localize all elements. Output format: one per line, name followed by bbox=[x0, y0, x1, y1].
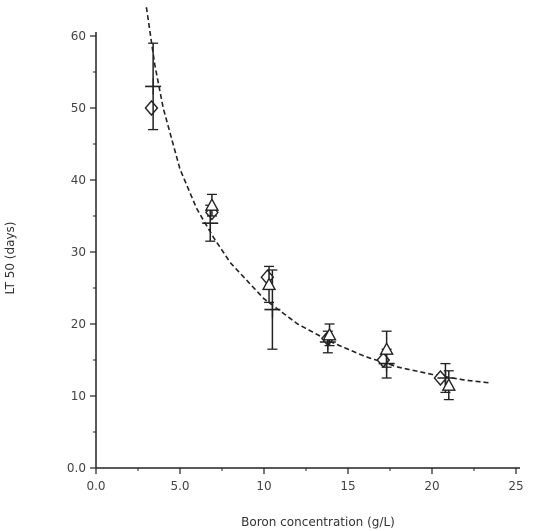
triangle-marker bbox=[204, 197, 220, 211]
triangle-marker bbox=[261, 276, 277, 291]
diamond-point bbox=[144, 99, 159, 117]
fit-curve-group bbox=[145, 7, 491, 384]
cross-point bbox=[145, 42, 162, 131]
triangle-point bbox=[441, 370, 456, 401]
x-tick-label: 20 bbox=[424, 479, 439, 493]
x-tick-label: 15 bbox=[340, 479, 355, 493]
diamond-marker bbox=[144, 99, 159, 117]
x-tick-label: 0.0 bbox=[86, 479, 105, 493]
fit-curve bbox=[145, 7, 491, 384]
diamond-point bbox=[376, 351, 391, 369]
y-tick-label: 60 bbox=[71, 29, 86, 43]
y-tick-label: 20 bbox=[71, 317, 86, 331]
y-tick-label: 10 bbox=[71, 389, 86, 403]
y-tick-label: 0.0 bbox=[67, 461, 86, 475]
cross-point bbox=[437, 362, 454, 394]
y-tick-label: 50 bbox=[71, 101, 86, 115]
triangle-point bbox=[379, 330, 394, 368]
triangle-marker bbox=[441, 377, 456, 391]
triangle-point bbox=[322, 323, 337, 347]
triangle-marker bbox=[322, 327, 337, 341]
x-tick-label: 10 bbox=[256, 479, 271, 493]
y-axis-label: LT 50 (days) bbox=[3, 222, 17, 295]
x-tick-label: 25 bbox=[508, 479, 523, 493]
y-tick-label: 30 bbox=[71, 245, 86, 259]
triangle-point bbox=[204, 193, 220, 217]
x-axis-label: Boron concentration (g/L) bbox=[241, 515, 395, 529]
triangle-marker bbox=[379, 341, 394, 355]
cross-point bbox=[202, 204, 219, 242]
diamond-marker bbox=[376, 351, 391, 369]
data-points bbox=[144, 42, 456, 401]
x-tick-label: 5.0 bbox=[170, 479, 189, 493]
x-ticks: 0.0 5.0 10 15 20 25 bbox=[86, 468, 524, 493]
y-ticks: 0.0 10 20 30 40 50 60 bbox=[67, 29, 96, 475]
triangle-point bbox=[261, 265, 277, 304]
y-tick-label: 40 bbox=[71, 173, 86, 187]
axes bbox=[95, 32, 520, 469]
